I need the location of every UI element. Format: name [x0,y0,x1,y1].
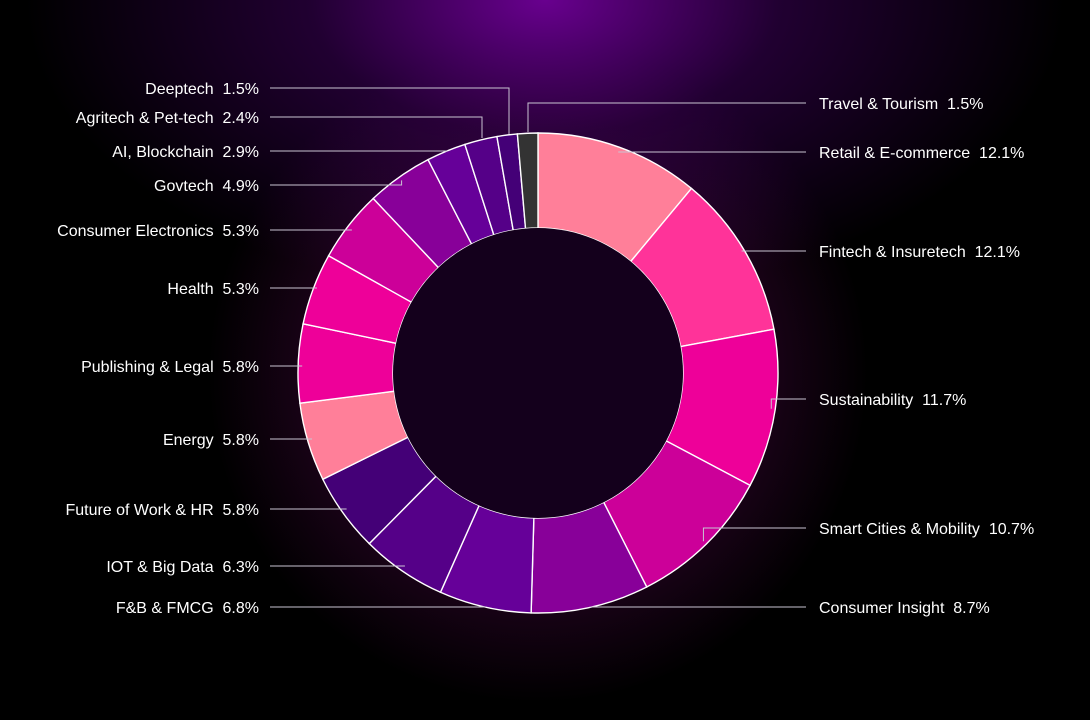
leader-deeptech [270,87,510,134]
label-publishing-and-legal: Publishing & Legal 5.8% [81,359,259,376]
label-energy: Energy 5.8% [163,432,259,449]
label-travel-and-tourism: Travel & Tourism 1.5% [819,96,984,113]
leader-sustainability [770,398,806,409]
donut-slices [297,132,779,614]
label-fintech-and-insuretech: Fintech & Insuretech 12.1% [819,244,1020,261]
label-smart-cities-and-mobility: Smart Cities & Mobility 10.7% [819,521,1034,538]
label-ai-blockchain: AI, Blockchain 2.9% [112,144,259,161]
label-iot-and-big-data: IOT & Big Data 6.3% [106,559,259,576]
leader-agritech-and-pet-tech [270,116,483,138]
leader-lines [270,87,806,608]
label-consumer-insight: Consumer Insight 8.7% [819,600,990,617]
donut-hole [393,228,683,518]
label-retail-and-e-commerce: Retail & E-commerce 12.1% [819,145,1024,162]
label-govtech: Govtech 4.9% [154,178,259,195]
label-sustainability: Sustainability 11.7% [819,392,966,409]
leader-travel-and-tourism [527,102,806,132]
label-future-of-work-and-hr: Future of Work & HR 5.8% [65,502,259,519]
leader-govtech [270,180,403,186]
label-agritech-and-pet-tech: Agritech & Pet-tech 2.4% [76,110,259,127]
leader-smart-cities-and-mobility [702,527,806,542]
label-fandb-and-fmcg: F&B & FMCG 6.8% [116,600,259,617]
label-health: Health 5.3% [167,281,259,298]
slice-labels: Retail & E-commerce 12.1% Fintech & Insur… [57,81,1034,617]
label-consumer-electronics: Consumer Electronics 5.3% [57,223,259,240]
label-deeptech: Deeptech 1.5% [145,81,259,98]
